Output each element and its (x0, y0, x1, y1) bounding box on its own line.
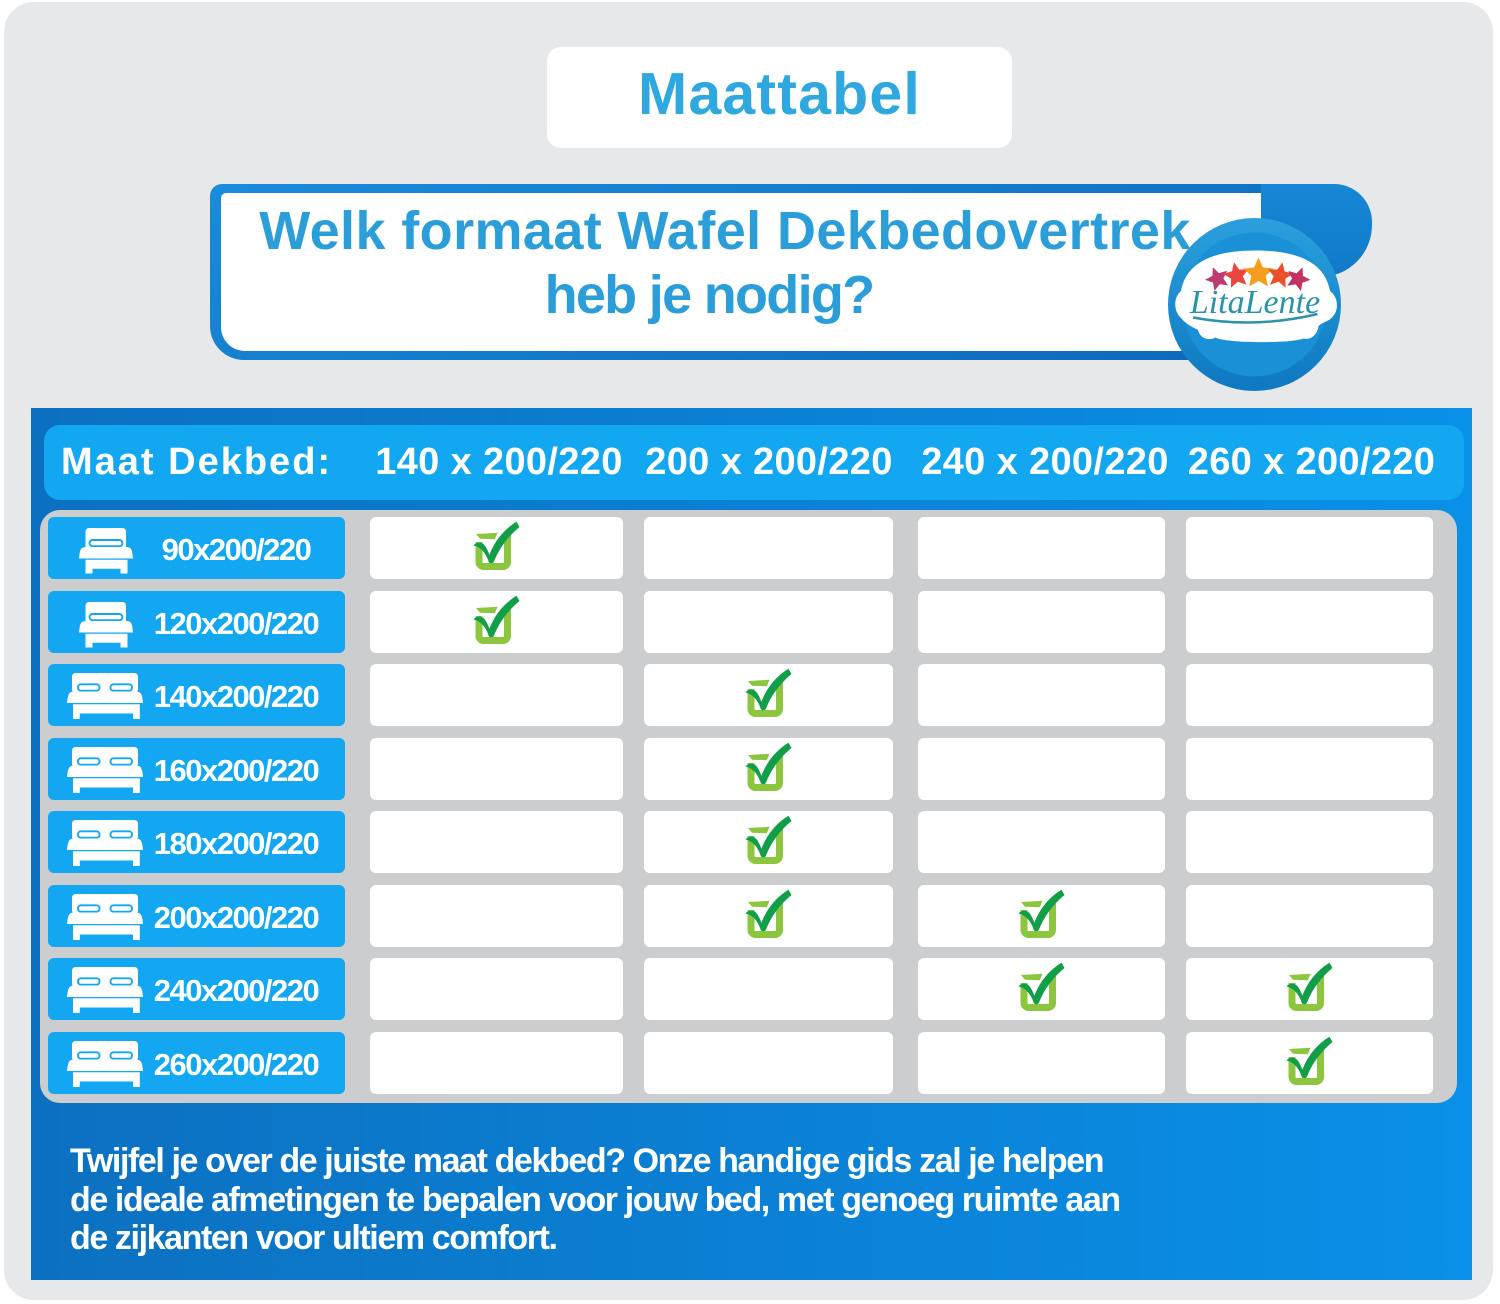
svg-text:LitaLente: LitaLente (1189, 284, 1320, 321)
